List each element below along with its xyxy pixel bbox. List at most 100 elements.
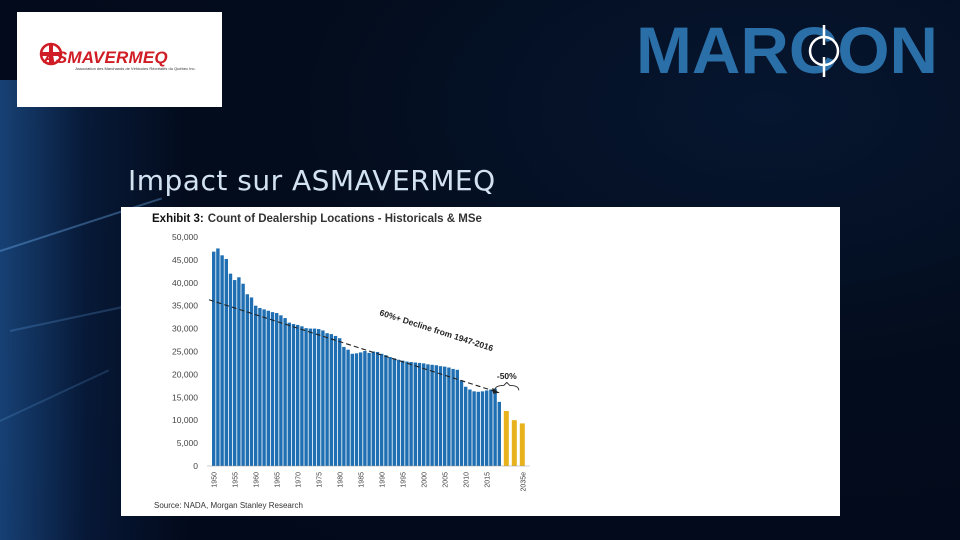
- historical-bar: [270, 312, 275, 466]
- x-tick-label: 1990: [380, 472, 387, 488]
- historical-bar: [354, 353, 359, 466]
- trend-arrow-icon: [492, 387, 500, 394]
- historical-bar: [359, 352, 363, 466]
- historical-bar: [422, 363, 426, 466]
- drop-brace: [494, 381, 520, 391]
- historical-bar: [396, 359, 401, 466]
- y-tick-label: 10,000: [172, 415, 198, 425]
- historical-bar: [384, 355, 388, 466]
- historical-bar: [241, 283, 245, 466]
- historical-bar: [312, 328, 317, 466]
- x-tick-label: 1955: [233, 472, 240, 488]
- historical-bar: [304, 328, 308, 466]
- historical-bar: [216, 248, 220, 466]
- historical-bar: [405, 361, 409, 466]
- historical-bar: [296, 324, 300, 466]
- y-tick-label: 30,000: [172, 324, 198, 334]
- x-tick-label: 1950: [212, 472, 219, 488]
- asmavermeq-logo: ASMAVERMEQ Association des Marchands de …: [17, 12, 222, 107]
- historical-bar: [417, 362, 422, 466]
- historical-bar: [329, 334, 333, 466]
- historical-bar: [480, 391, 485, 466]
- historical-bar: [451, 368, 455, 466]
- historical-bar: [363, 351, 367, 466]
- x-tick-label: 2000: [422, 472, 429, 488]
- estimate-bar: [511, 420, 517, 466]
- historical-bar: [342, 346, 346, 466]
- exhibit-title: Exhibit 3: Count of Dealership Locations …: [152, 213, 482, 225]
- historical-bar: [321, 330, 325, 466]
- historical-bar: [254, 305, 258, 466]
- y-tick-label: 0: [193, 461, 198, 471]
- historical-bar: [300, 326, 304, 466]
- y-tick-label: 35,000: [172, 301, 198, 311]
- historical-bar: [455, 369, 459, 466]
- historical-bar: [371, 351, 375, 466]
- slide-title: Impact sur ASMAVERMEQ: [128, 164, 496, 197]
- estimate-bar: [503, 411, 509, 466]
- x-tick-label: 2035e: [520, 472, 527, 492]
- historical-bar: [497, 401, 501, 466]
- historical-bar: [287, 322, 291, 466]
- plus-circle-logo-icon: [40, 42, 63, 66]
- x-tick-label: 2010: [464, 472, 471, 488]
- historical-bar: [338, 338, 342, 466]
- historical-bar: [447, 367, 451, 466]
- trend-annotation: 60%+ Decline from 1947-2016: [378, 307, 494, 353]
- chart-source: Source: NADA, Morgan Stanley Research: [154, 501, 303, 510]
- historical-bar: [459, 380, 464, 466]
- historical-bar: [438, 366, 443, 466]
- historical-bar: [493, 388, 497, 466]
- historical-bar: [291, 324, 296, 466]
- x-tick-label: 1985: [359, 472, 366, 488]
- x-tick-label: 2005: [443, 472, 450, 488]
- historical-bar: [409, 362, 413, 466]
- historical-bar: [220, 255, 224, 466]
- historical-bar: [485, 390, 489, 466]
- x-tick-label: 1960: [254, 472, 261, 488]
- historical-bar: [346, 349, 350, 466]
- historical-bar: [434, 365, 438, 466]
- historical-bar: [476, 391, 480, 466]
- exhibit-title-text: Count of Dealership Locations - Historic…: [207, 213, 482, 225]
- drop-annotation: -50%: [497, 371, 517, 381]
- y-tick-label: 25,000: [172, 347, 198, 357]
- y-tick-label: 50,000: [172, 232, 198, 242]
- historical-bar: [392, 358, 396, 466]
- historical-bar: [262, 309, 266, 466]
- historical-bar: [380, 353, 384, 466]
- historical-bar: [233, 280, 237, 466]
- x-tick-label: 1980: [338, 472, 345, 488]
- historical-bar: [375, 351, 380, 466]
- historical-bar: [258, 307, 262, 466]
- trend-line: [208, 299, 500, 394]
- asmavermeq-logo-text: ASMAVERMEQ: [43, 48, 168, 67]
- historical-bar: [317, 329, 321, 466]
- marcon-logo-text: MARCON: [636, 15, 938, 79]
- historical-bar: [266, 310, 270, 466]
- historical-bar: [237, 277, 241, 466]
- marcon-logo: MARCON: [636, 15, 938, 79]
- exhibit-label: Exhibit 3:: [152, 213, 204, 225]
- historical-bar: [426, 364, 430, 466]
- historical-bar: [308, 328, 312, 466]
- y-tick-label: 40,000: [172, 278, 198, 288]
- historical-bar: [388, 356, 392, 466]
- x-tick-label: 1975: [317, 472, 324, 488]
- historical-bar: [430, 364, 434, 466]
- estimate-bar: [519, 423, 525, 466]
- historical-bar: [333, 335, 338, 466]
- x-tick-label: 1970: [296, 472, 303, 488]
- historical-bar: [413, 362, 417, 466]
- historical-bar: [283, 318, 287, 466]
- historical-bar: [472, 391, 476, 466]
- historical-bar: [401, 360, 405, 466]
- x-tick-label: 1995: [401, 472, 408, 488]
- historical-bar: [489, 389, 493, 466]
- historical-bar: [350, 353, 354, 466]
- historical-bar: [212, 251, 216, 466]
- y-tick-label: 5,000: [177, 438, 199, 448]
- historical-bar: [245, 294, 249, 466]
- historical-bar: [228, 273, 233, 466]
- historical-bar: [443, 366, 447, 466]
